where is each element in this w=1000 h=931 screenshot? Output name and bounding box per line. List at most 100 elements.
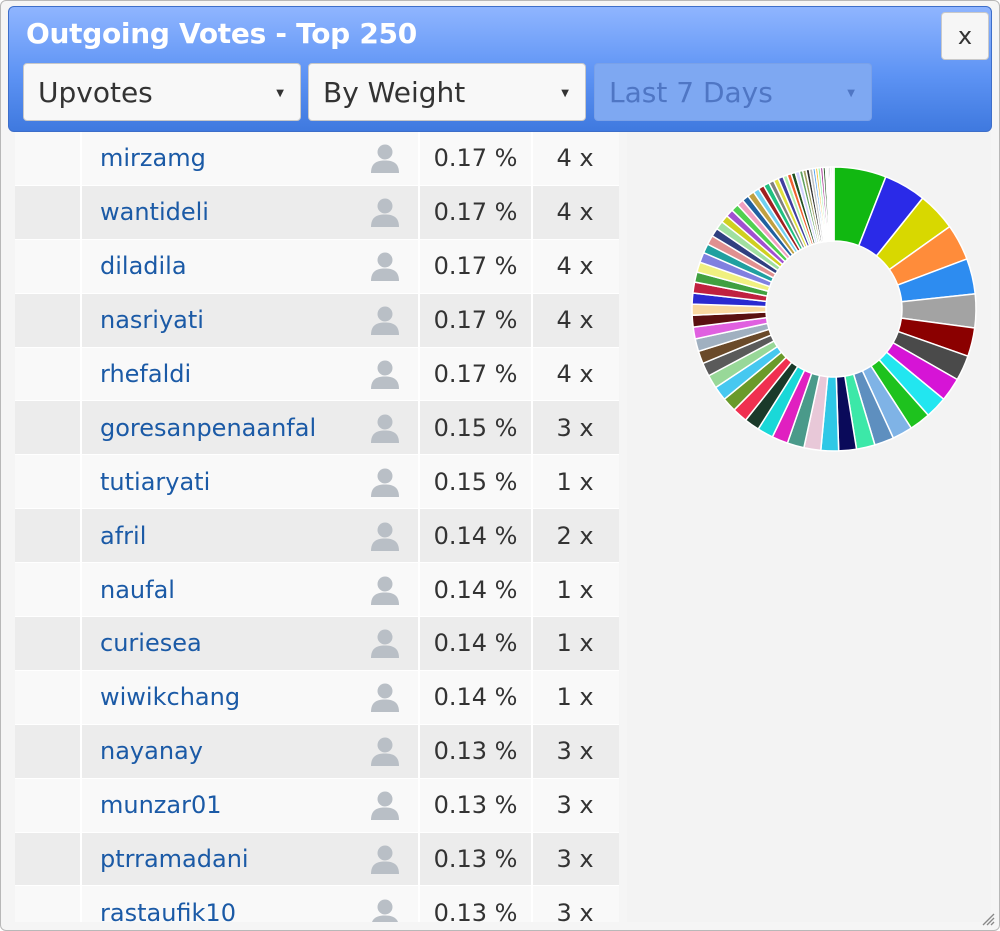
vote-percent: 0.14 % [418,509,531,563]
rank-cell [15,725,80,778]
voter-name-link[interactable]: wantideli [80,185,351,239]
vote-percent: 0.17 % [418,132,531,185]
voter-name-link[interactable]: goresanpenaanfal [80,401,351,455]
avatar [351,186,418,239]
voter-name-link[interactable]: naufal [80,563,351,617]
sort-by-select[interactable]: By Weight ▼ [308,63,586,121]
rank-cell [15,779,80,832]
period-value: Last 7 Days [609,75,773,109]
table-row: wantideli 0.17 % 4 x [15,185,619,240]
chart-panel [627,132,991,922]
table-row: munzar01 0.13 % 3 x [15,778,619,833]
avatar [351,886,418,922]
avatar [351,401,418,454]
voter-name-link[interactable]: wiwikchang [80,670,351,724]
vote-count: 2 x [531,509,617,563]
vote-count: 3 x [531,886,617,922]
rank-cell [15,186,80,239]
rank-cell [15,348,80,401]
user-icon [370,306,399,336]
vote-count: 4 x [531,239,617,293]
vote-percent: 0.14 % [418,670,531,724]
vote-percent: 0.17 % [418,239,531,293]
voter-name-link[interactable]: munzar01 [80,778,351,832]
rank-cell [15,401,80,454]
donut-slice[interactable] [831,166,835,242]
user-icon [370,468,399,497]
vote-percent: 0.17 % [418,185,531,239]
vote-percent: 0.13 % [418,778,531,832]
vote-percent: 0.17 % [418,347,531,401]
chevron-down-icon: ▼ [561,88,569,99]
resize-grip-icon[interactable] [981,912,995,926]
vote-count: 1 x [531,617,617,670]
table-row: nasriyati 0.17 % 4 x [15,293,619,348]
user-icon [370,414,399,443]
vote-count: 4 x [531,347,617,401]
voter-name-link[interactable]: rastaufik10 [80,886,351,922]
voter-name-link[interactable]: tutiaryati [80,455,351,509]
vote-percent: 0.14 % [418,617,531,670]
vote-percent: 0.14 % [418,563,531,617]
table-row: tutiaryati 0.15 % 1 x [15,455,619,510]
vote-count: 1 x [531,455,617,509]
vote-percent: 0.13 % [418,832,531,886]
avatar [351,348,418,401]
table-row: wiwikchang 0.14 % 1 x [15,670,619,725]
table-row: diladila 0.17 % 4 x [15,239,619,294]
rank-cell [15,132,80,185]
voter-name-link[interactable]: nayanay [80,724,351,778]
dialog-header: Outgoing Votes - Top 250 x Upvotes ▼ By … [8,6,992,132]
voter-name-link[interactable]: afril [80,509,351,563]
table-row: mirzamg 0.17 % 4 x [15,132,619,186]
vote-count: 4 x [531,293,617,347]
user-icon [370,683,399,713]
voter-name-link[interactable]: nasriyati [80,293,351,347]
user-icon [370,845,399,875]
avatar [351,617,418,670]
voter-name-link[interactable]: mirzamg [80,132,351,185]
avatar [351,294,418,347]
voter-name-link[interactable]: diladila [80,239,351,293]
table-row: ptrramadani 0.13 % 3 x [15,832,619,887]
period-select: Last 7 Days ▼ [594,63,872,121]
avatar [351,509,418,562]
sort-by-value: By Weight [323,75,466,109]
vote-count: 3 x [531,778,617,832]
rank-cell [15,294,80,347]
user-icon [370,252,399,282]
user-icon [370,576,399,605]
rank-cell [15,617,80,670]
votes-donut-chart [691,166,977,452]
vote-count: 3 x [531,401,617,455]
table-row: nayanay 0.13 % 3 x [15,724,619,779]
user-icon [370,737,399,767]
vote-percent: 0.13 % [418,724,531,778]
avatar [351,132,418,185]
vote-percent: 0.13 % [418,886,531,922]
close-button[interactable]: x [941,12,989,60]
vote-percent: 0.17 % [418,293,531,347]
avatar [351,563,418,616]
avatar [351,833,418,886]
user-icon [371,899,398,922]
table-row: goresanpenaanfal 0.15 % 3 x [15,401,619,456]
vote-count: 4 x [531,185,617,239]
vote-type-select[interactable]: Upvotes ▼ [23,63,301,121]
avatar [351,455,418,508]
voter-name-link[interactable]: rhefaldi [80,347,351,401]
table-row: naufal 0.14 % 1 x [15,563,619,618]
user-icon [370,629,399,659]
voter-name-link[interactable]: ptrramadani [80,832,351,886]
rank-cell [15,886,80,922]
user-icon [370,522,399,551]
vote-count: 3 x [531,832,617,886]
vote-count: 1 x [531,670,617,724]
votes-list[interactable]: mirzamg 0.17 % 4 x wantideli 0.17 % 4 x diladi… [15,132,619,922]
user-icon [370,360,399,389]
chevron-down-icon: ▼ [276,88,284,99]
voter-name-link[interactable]: curiesea [80,617,351,670]
rank-cell [15,455,80,508]
rank-cell [15,240,80,293]
